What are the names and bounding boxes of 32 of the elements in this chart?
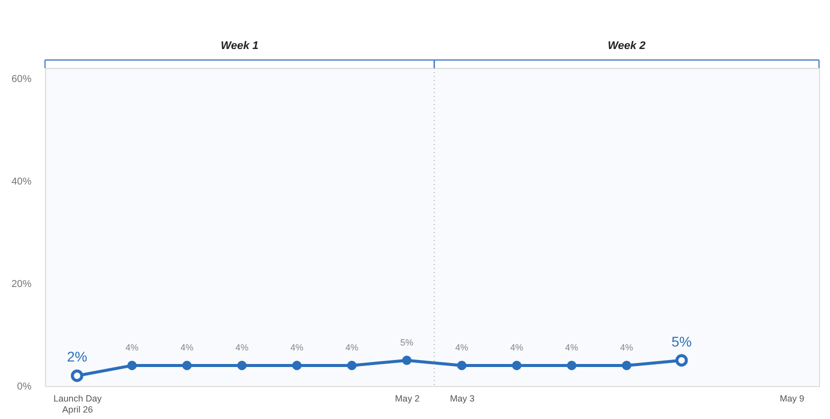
x-tick-label: Launch Day April 26 — [54, 394, 102, 414]
point — [347, 360, 357, 370]
data-label: 2% — [66, 348, 88, 365]
point — [512, 360, 522, 370]
data-label: 4% — [565, 342, 578, 352]
point — [402, 356, 412, 366]
data-label: 4% — [290, 342, 304, 352]
y-tick-label: 20% — [11, 278, 32, 290]
point — [567, 360, 576, 370]
point — [127, 360, 137, 370]
x-tick-label: May 3 — [450, 394, 475, 404]
y-tick-label: 0% — [17, 382, 32, 392]
data-label: 4% — [180, 342, 194, 352]
data-label: 4% — [345, 342, 358, 352]
point — [182, 360, 192, 370]
y-tick-label: 60% — [11, 74, 32, 85]
data-label: 4% — [126, 342, 139, 352]
data-label: 5% — [400, 337, 414, 348]
data-label: 4% — [620, 342, 634, 352]
point — [292, 360, 302, 370]
band-label: Week 2 — [608, 40, 646, 52]
point — [237, 360, 247, 370]
data-label: 4% — [235, 342, 248, 352]
y-tick-label: 40% — [11, 176, 32, 188]
point — [622, 360, 632, 370]
data-label: 5% — [671, 333, 692, 350]
point — [457, 360, 466, 370]
x-tick-label: May 9 — [780, 394, 804, 404]
band-label: Week 1 — [220, 40, 259, 52]
data-label: 4% — [510, 342, 524, 352]
x-tick-label: May 2 — [395, 394, 420, 404]
data-label: 4% — [455, 342, 468, 352]
